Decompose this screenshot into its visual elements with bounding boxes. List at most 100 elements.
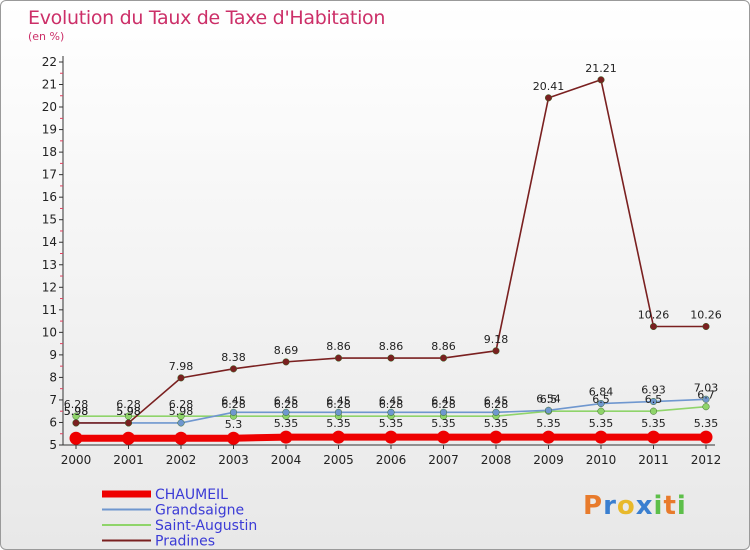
y-axis-unit-label: (en %) [28, 30, 65, 43]
data-label: 5.3 [225, 418, 243, 431]
y-tick-label: 17 [42, 168, 57, 182]
data-label: 5.35 [274, 417, 299, 430]
data-label: 6.5 [645, 393, 663, 406]
y-tick-label: 14 [42, 235, 57, 249]
data-point [489, 430, 503, 444]
data-point [702, 322, 710, 331]
logo-letter: i [653, 491, 664, 521]
data-point [544, 406, 553, 414]
data-point [174, 431, 188, 445]
data-point [439, 354, 448, 362]
data-point [229, 408, 238, 416]
y-tick-label: 18 [42, 145, 57, 159]
y-tick-label: 16 [42, 190, 57, 204]
legend-entry-label: CHAUMEIL [155, 487, 228, 503]
x-tick-label: 2002 [166, 453, 197, 467]
x-tick-label: 2012 [691, 453, 722, 467]
data-point [72, 419, 80, 427]
data-label: 10.26 [690, 308, 722, 321]
chart-title: Evolution du Taux de Taxe d'Habitation [28, 7, 386, 29]
data-point [492, 408, 500, 416]
data-point [597, 407, 605, 415]
x-tick-label: 2003 [218, 453, 249, 467]
y-tick-label: 11 [42, 303, 57, 317]
data-point [702, 395, 710, 403]
y-tick-label: 9 [49, 348, 57, 362]
logo-letter: P [583, 491, 604, 521]
data-point [544, 94, 553, 102]
data-label: 5.35 [484, 417, 509, 430]
logo-letter: x [635, 491, 654, 521]
y-tick-label: 20 [42, 100, 57, 114]
x-tick-label: 2001 [113, 453, 144, 467]
data-label: 10.26 [638, 308, 670, 321]
data-label: 20.41 [533, 80, 565, 93]
data-label: 6.5 [540, 393, 558, 406]
data-label: 5.98 [64, 405, 89, 418]
data-point [279, 430, 293, 444]
data-point [597, 399, 605, 408]
data-label: 6.45 [484, 394, 509, 407]
data-point [332, 430, 345, 444]
data-label: 6.45 [326, 394, 351, 407]
x-tick-label: 2005 [323, 453, 354, 467]
data-label: 6.28 [169, 398, 194, 411]
data-label: 6.28 [116, 398, 141, 411]
data-point [124, 419, 133, 427]
data-label: 6.45 [379, 394, 404, 407]
data-label: 5.35 [431, 417, 456, 430]
data-point [177, 419, 185, 427]
x-tick-label: 2007 [428, 453, 459, 467]
data-point [492, 347, 500, 355]
data-point [597, 76, 605, 84]
y-tick-label: 13 [42, 258, 57, 272]
y-tick-label: 7 [49, 393, 57, 407]
data-label: 5.98 [116, 405, 141, 418]
data-label: 6.28 [64, 398, 89, 411]
data-label: 5.35 [326, 417, 351, 430]
data-label: 7.98 [169, 360, 194, 373]
data-point [649, 397, 658, 406]
data-point [542, 430, 555, 444]
y-tick-label: 19 [42, 123, 57, 137]
x-tick-label: 2004 [271, 453, 302, 467]
x-tick-label: 2008 [481, 453, 512, 467]
y-tick-label: 6 [49, 415, 57, 429]
logo-letter: i [676, 491, 687, 521]
proxiti-logo: Proxiti [583, 491, 687, 521]
data-label: 6.5 [592, 393, 610, 406]
data-label: 8.38 [221, 351, 246, 364]
x-tick-label: 2010 [586, 453, 617, 467]
data-point [384, 430, 398, 444]
data-point [177, 374, 185, 382]
data-point [649, 322, 658, 331]
legend-entry-label: Pradines [155, 534, 215, 550]
legend-entry-label: Saint-Augustin [155, 518, 257, 534]
data-label: 8.69 [274, 344, 299, 357]
data-label: 5.98 [64, 405, 89, 418]
y-tick-label: 21 [42, 78, 57, 92]
data-label: 8.86 [326, 340, 351, 353]
data-point [334, 354, 343, 362]
data-point [649, 407, 658, 415]
data-label: 6.28 [221, 398, 246, 411]
data-point [69, 431, 83, 445]
data-point [437, 430, 450, 444]
x-tick-label: 2009 [533, 453, 564, 467]
data-label: 6.28 [484, 398, 509, 411]
logo-letter: t [663, 491, 677, 521]
data-label: 6.45 [431, 394, 456, 407]
data-label: 5.98 [116, 405, 141, 418]
x-tick-label: 2011 [638, 453, 669, 467]
data-label: 6.93 [641, 384, 666, 397]
data-label: 6.28 [379, 398, 404, 411]
data-label: 5.35 [379, 417, 404, 430]
data-point [227, 431, 240, 445]
data-label: 21.21 [585, 62, 617, 75]
data-point [122, 431, 135, 445]
data-point [594, 430, 608, 444]
data-point [699, 430, 713, 444]
y-tick-label: 12 [42, 280, 57, 294]
y-tick-label: 10 [42, 325, 57, 339]
